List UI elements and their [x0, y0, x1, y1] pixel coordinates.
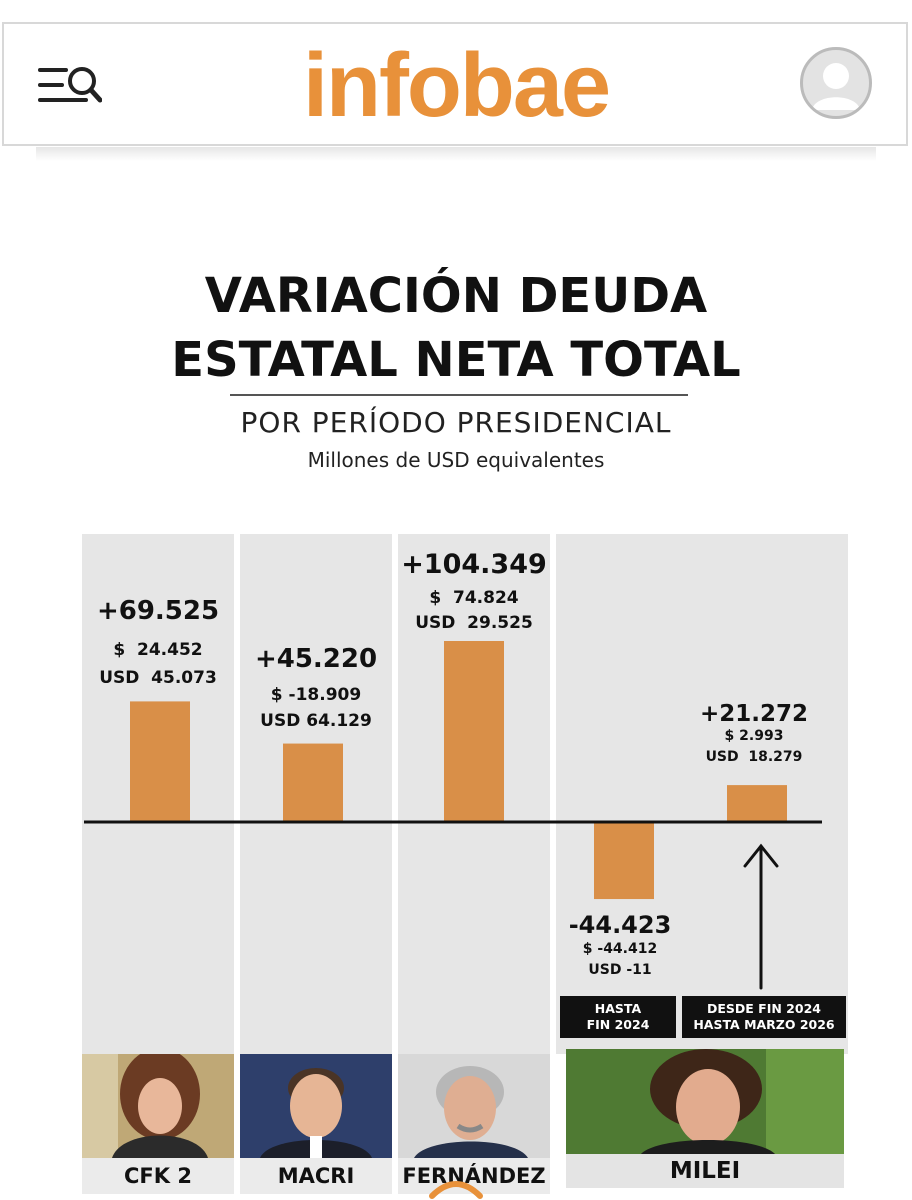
- bar-label-macri: +45.220: [254, 644, 378, 674]
- bar-fernandez: [444, 641, 504, 822]
- photo-cfk: [82, 1054, 234, 1158]
- chart-title-line2: ESTATAL NETA TOTAL: [171, 332, 741, 388]
- president-name-macri: MACRI: [240, 1158, 392, 1194]
- bar-usd-cfk: USD 45.073: [99, 668, 217, 688]
- bar-milei-2026: [727, 785, 787, 822]
- period-note-since-2024: DESDE FIN 2024 HASTA MARZO 2026: [682, 996, 846, 1038]
- bar-label-milei-2024: -44.423: [568, 911, 672, 939]
- bar-ars-milei-2024: $ -44.412: [582, 941, 658, 957]
- chart-title-line1: VARIACIÓN DEUDA: [204, 268, 708, 324]
- bar-milei-2024: [594, 822, 654, 900]
- photo-fernandez: [398, 1054, 550, 1158]
- president-name-fernandez: FERNÁNDEZ: [398, 1158, 550, 1194]
- bar-label-cfk: +69.525: [96, 596, 220, 626]
- bar-usd-milei-2026: USD 18.279: [705, 749, 803, 765]
- bar-ars-cfk: $ 24.452: [113, 640, 203, 660]
- bar-usd-macri: USD 64.129: [260, 711, 372, 731]
- top-bar-shadow: [36, 147, 876, 161]
- period-note-since-2024-line1: DESDE FIN 2024: [707, 1001, 821, 1016]
- arrow-up-icon: [743, 843, 779, 990]
- infobae-logo[interactable]: infobae: [302, 36, 611, 136]
- user-avatar-icon[interactable]: [800, 47, 872, 119]
- bar-label-fernandez: +104.349: [401, 549, 547, 580]
- bar-label-milei-2026: +21.272: [699, 701, 809, 727]
- bar-ars-macri: $ -18.909: [270, 685, 362, 705]
- photo-macri: [240, 1054, 392, 1158]
- menu-search-icon[interactable]: [38, 64, 102, 110]
- bar-ars-fernandez: $ 74.824: [429, 588, 519, 608]
- period-note-until-2024-line2: FIN 2024: [586, 1017, 650, 1032]
- bar-usd-fernandez: USD 29.525: [415, 613, 533, 633]
- chart-subtitle: POR PERÍODO PRESIDENCIAL: [240, 406, 672, 439]
- period-note-until-2024: HASTA FIN 2024: [560, 996, 676, 1038]
- president-name-milei: MILEI: [566, 1154, 844, 1188]
- chevron-up-icon[interactable]: [428, 1174, 484, 1200]
- top-bar: [2, 22, 908, 146]
- bar-cfk: [130, 701, 190, 822]
- panel-milei: [556, 534, 848, 1054]
- photo-milei: [566, 1049, 844, 1155]
- chart-units: Millones de USD equivalentes: [307, 448, 605, 472]
- bar-usd-milei-2024: USD -11: [588, 962, 652, 978]
- period-note-until-2024-line1: HASTA: [594, 1001, 642, 1016]
- president-name-cfk: CFK 2: [82, 1158, 234, 1194]
- title-divider: [230, 394, 688, 396]
- bar-ars-milei-2026: $ 2.993: [724, 728, 784, 744]
- bar-macri: [283, 743, 343, 822]
- period-note-since-2024-line2: HASTA MARZO 2026: [693, 1017, 835, 1032]
